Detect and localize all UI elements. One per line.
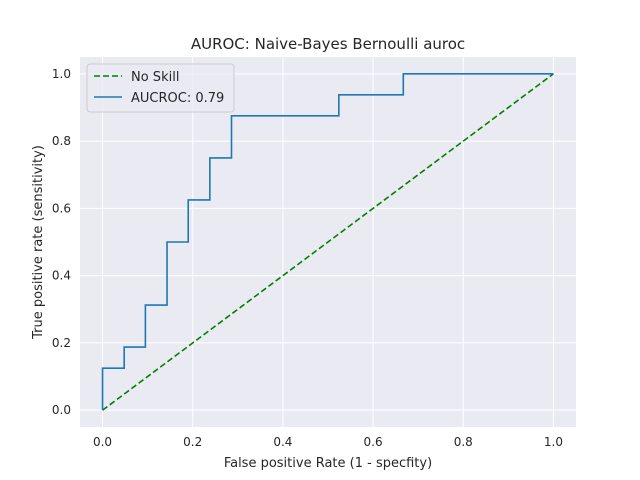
y-axis-label: True positive rate (sensitivity) (31, 145, 46, 340)
x-tick-label-2: 0.4 (273, 435, 292, 449)
y-tick-label-4: 0.8 (52, 134, 71, 148)
x-tick-label-4: 0.8 (454, 435, 473, 449)
legend-box (86, 63, 235, 113)
x-tick-label-1: 0.2 (183, 435, 202, 449)
legend: No Skill AUCROC: 0.79 (86, 63, 235, 113)
series-layer (101, 73, 554, 411)
y-tick-label-0: 0.0 (52, 403, 71, 417)
grid-lines (80, 57, 576, 427)
y-tick-label-3: 0.6 (52, 201, 71, 215)
legend-label-aucroc: AUCROC: 0.79 (131, 91, 224, 106)
x-axis-label: False positive Rate (1 - specfity) (224, 456, 432, 471)
x-tick-label-3: 0.6 (364, 435, 383, 449)
legend-label-no-skill: No Skill (131, 70, 179, 85)
x-tick-label-5: 1.0 (544, 435, 563, 449)
series-line-0 (102, 73, 554, 411)
y-tick-label-2: 0.4 (52, 269, 71, 283)
chart-title: AUROC: Naive-Bayes Bernoulli auroc (191, 35, 465, 53)
x-tick-label-0: 0.0 (93, 435, 112, 449)
y-tick-label-1: 0.2 (52, 336, 71, 350)
series-line-1 (101, 73, 554, 411)
tick-labels: 0.0 0.2 0.4 0.6 0.8 1.0 0.0 0.2 0.4 0.6 0.8 1.0 (52, 67, 563, 449)
y-tick-label-5: 1.0 (52, 67, 71, 81)
